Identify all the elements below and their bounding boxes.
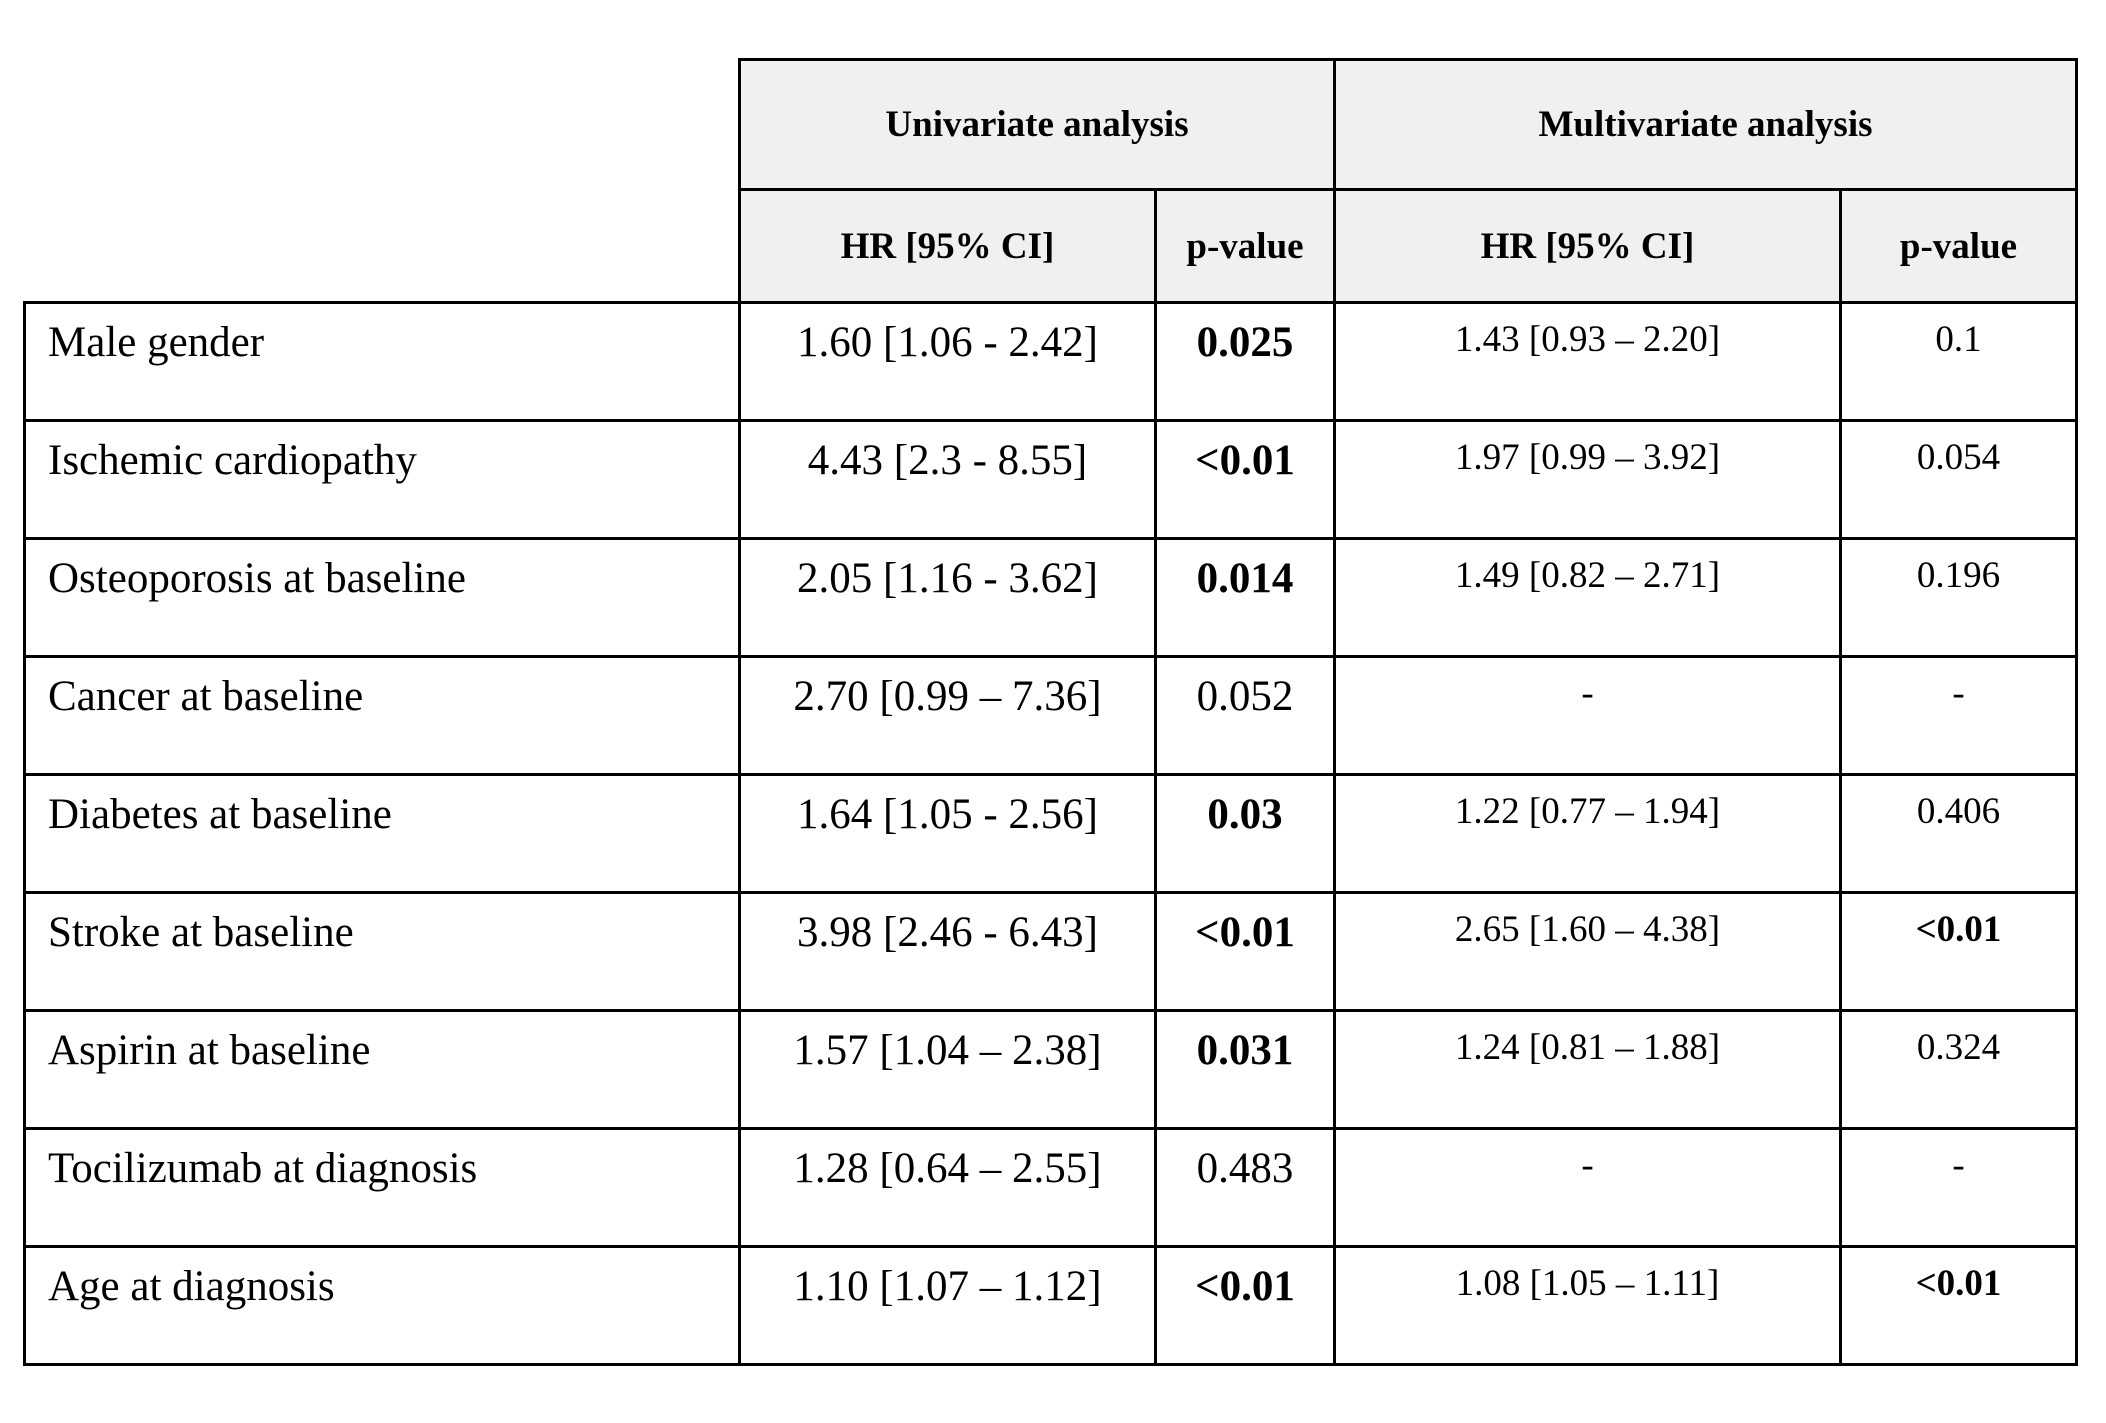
multivariate-p-cell: 0.054: [1839, 419, 2078, 540]
multivariate-hr-cell: 1.22 [0.77 – 1.94]: [1333, 773, 1842, 894]
table-row: Cancer at baseline 2.70 [0.99 – 7.36] 0.05…: [23, 655, 2078, 776]
variable-label: Cancer at baseline: [23, 655, 741, 776]
variable-label: Age at diagnosis: [23, 1245, 741, 1366]
table-row: Age at diagnosis 1.10 [1.07 – 1.12] <0.01 1…: [23, 1245, 2078, 1366]
univariate-header: Univariate analysis: [738, 58, 1336, 191]
variable-label: Aspirin at baseline: [23, 1009, 741, 1130]
multivariate-hr-cell: 2.65 [1.60 – 4.38]: [1333, 891, 1842, 1012]
univariate-hr-cell: 4.43 [2.3 - 8.55]: [738, 419, 1157, 540]
multivariate-p-cell: <0.01: [1839, 891, 2078, 1012]
univariate-p-cell: 0.031: [1154, 1009, 1336, 1130]
univariate-hr-cell: 2.05 [1.16 - 3.62]: [738, 537, 1157, 658]
multivariate-p-cell: 0.196: [1839, 537, 2078, 658]
univariate-hr-cell: 1.60 [1.06 - 2.42]: [738, 301, 1157, 422]
univariate-p-header: p-value: [1154, 188, 1336, 304]
multivariate-hr-cell: -: [1333, 655, 1842, 776]
header-sub-row: HR [95% CI] p-value HR [95% CI] p-value: [25, 188, 2078, 304]
table-row: Osteoporosis at baseline 2.05 [1.16 - 3.6…: [23, 537, 2078, 658]
variable-label: Male gender: [23, 301, 741, 422]
univariate-p-cell: 0.03: [1154, 773, 1336, 894]
univariate-hr-header: HR [95% CI]: [738, 188, 1157, 304]
multivariate-p-header: p-value: [1839, 188, 2078, 304]
univariate-p-cell: <0.01: [1154, 1245, 1336, 1366]
univariate-p-cell: 0.014: [1154, 537, 1336, 658]
univariate-hr-cell: 1.64 [1.05 - 2.56]: [738, 773, 1157, 894]
univariate-p-cell: <0.01: [1154, 891, 1336, 1012]
variable-label: Stroke at baseline: [23, 891, 741, 1012]
table-row: Ischemic cardiopathy 4.43 [2.3 - 8.55] <0.…: [23, 419, 2078, 540]
multivariate-p-cell: <0.01: [1839, 1245, 2078, 1366]
table-header: Univariate analysis Multivariate analysi…: [24, 58, 2078, 304]
multivariate-p-cell: -: [1839, 655, 2078, 776]
table-row: Aspirin at baseline 1.57 [1.04 – 2.38] 0.0…: [23, 1009, 2078, 1130]
multivariate-hr-cell: 1.24 [0.81 – 1.88]: [1333, 1009, 1842, 1130]
univariate-p-cell: 0.025: [1154, 301, 1336, 422]
univariate-p-cell: 0.483: [1154, 1127, 1336, 1248]
multivariate-hr-cell: 1.43 [0.93 – 2.20]: [1333, 301, 1842, 422]
hazard-ratio-table: Univariate analysis Multivariate analysi…: [23, 58, 2078, 1366]
table-row: Stroke at baseline 3.98 [2.46 - 6.43] <0.0…: [23, 891, 2078, 1012]
univariate-hr-cell: 3.98 [2.46 - 6.43]: [738, 891, 1157, 1012]
univariate-hr-cell: 1.28 [0.64 – 2.55]: [738, 1127, 1157, 1248]
table-row: Male gender 1.60 [1.06 - 2.42] 0.025 1.43 […: [23, 301, 2078, 422]
table-body: Male gender 1.60 [1.06 - 2.42] 0.025 1.43 […: [23, 301, 2078, 1366]
multivariate-hr-cell: 1.08 [1.05 – 1.11]: [1333, 1245, 1842, 1366]
variable-label: Osteoporosis at baseline: [23, 537, 741, 658]
multivariate-p-cell: 0.406: [1839, 773, 2078, 894]
univariate-hr-cell: 1.57 [1.04 – 2.38]: [738, 1009, 1157, 1130]
multivariate-p-cell: -: [1839, 1127, 2078, 1248]
multivariate-hr-header: HR [95% CI]: [1333, 188, 1842, 304]
multivariate-p-cell: 0.324: [1839, 1009, 2078, 1130]
variable-label: Tocilizumab at diagnosis: [23, 1127, 741, 1248]
variable-label: Diabetes at baseline: [23, 773, 741, 894]
header-group-row: Univariate analysis Multivariate analysi…: [24, 58, 2078, 304]
multivariate-p-cell: 0.1: [1839, 301, 2078, 422]
multivariate-hr-cell: -: [1333, 1127, 1842, 1248]
header-blank-cell: [24, 59, 741, 304]
univariate-hr-cell: 1.10 [1.07 – 1.12]: [738, 1245, 1157, 1366]
univariate-hr-cell: 2.70 [0.99 – 7.36]: [738, 655, 1157, 776]
table-row: Tocilizumab at diagnosis 1.28 [0.64 – 2.5…: [23, 1127, 2078, 1248]
multivariate-hr-cell: 1.97 [0.99 – 3.92]: [1333, 419, 1842, 540]
univariate-p-cell: 0.052: [1154, 655, 1336, 776]
multivariate-hr-cell: 1.49 [0.82 – 2.71]: [1333, 537, 1842, 658]
variable-label: Ischemic cardiopathy: [23, 419, 741, 540]
multivariate-header: Multivariate analysis: [1333, 58, 2078, 191]
univariate-p-cell: <0.01: [1154, 419, 1336, 540]
table-row: Diabetes at baseline 1.64 [1.05 - 2.56] 0.…: [23, 773, 2078, 894]
